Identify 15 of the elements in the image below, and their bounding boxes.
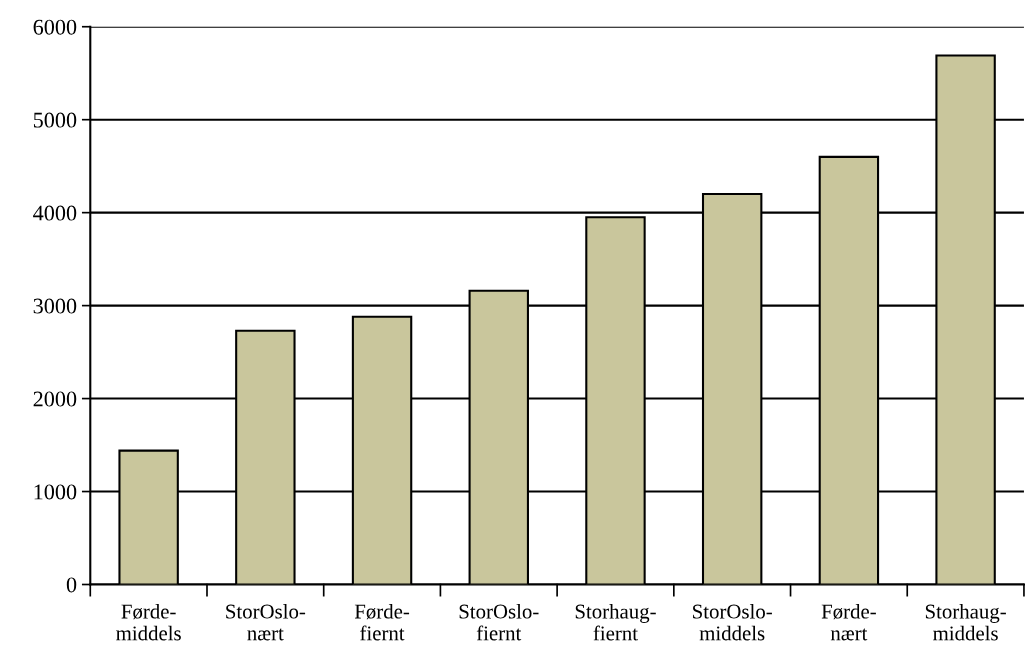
- x-tick-label: Storhaug- middels: [925, 603, 1006, 641]
- y-tick-label: 4000: [33, 205, 77, 221]
- x-tick-label: Førde- nært: [821, 603, 876, 641]
- y-tick-label: 2000: [33, 391, 77, 407]
- y-tick-label: 5000: [33, 112, 77, 128]
- y-tick-label: 3000: [33, 298, 77, 314]
- x-tick-label: Storhaug- fiernt: [575, 603, 656, 641]
- x-tick-label: StorOslo- fiernt: [459, 603, 539, 641]
- x-tick-label: Førde- middels: [116, 603, 181, 641]
- y-tick-label: 0: [66, 577, 77, 593]
- x-tick-label: Førde- fiernt: [354, 603, 410, 641]
- y-tick-label: 1000: [34, 484, 77, 500]
- x-tick-label: StorOslo- middels: [693, 603, 772, 641]
- x-tick-label: StorOslo- nært: [226, 603, 306, 641]
- y-tick-label: 6000: [33, 19, 77, 35]
